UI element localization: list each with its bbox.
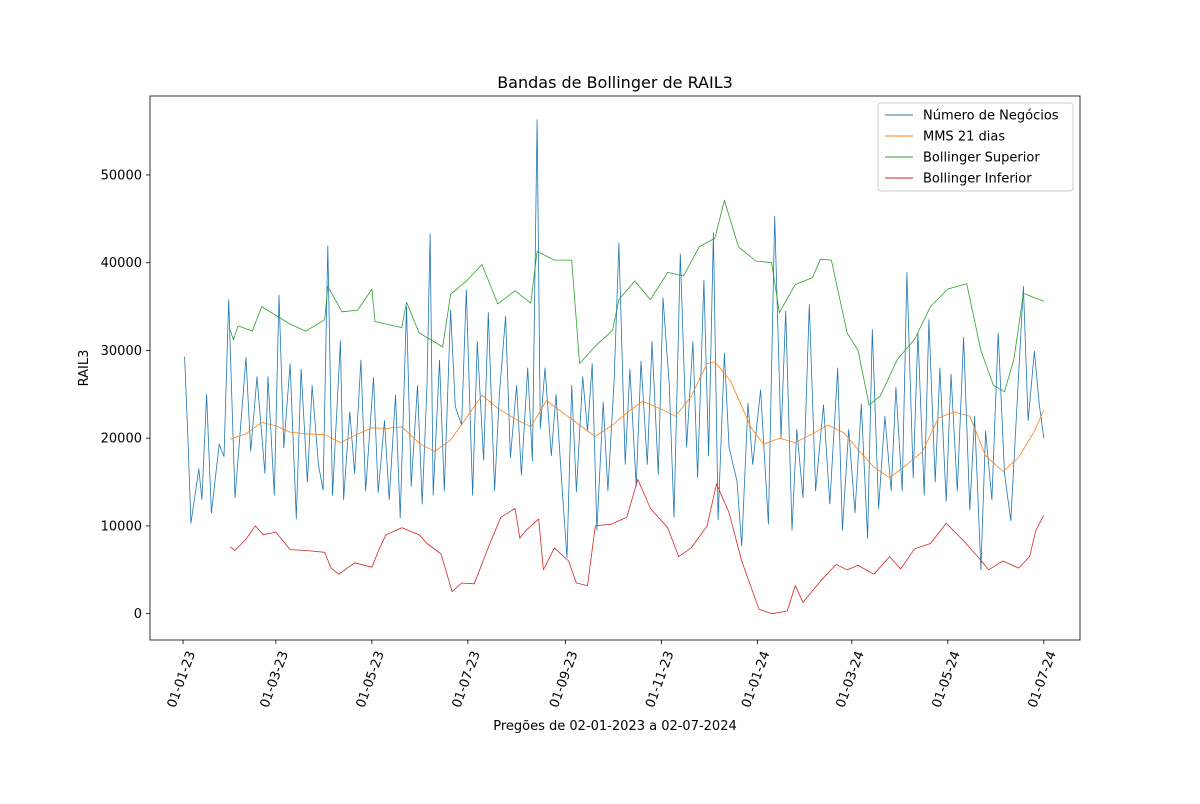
legend-box	[877, 102, 1074, 192]
series-line-1	[230, 361, 1045, 479]
plot-area	[184, 119, 1045, 615]
series-line-2	[229, 200, 1044, 406]
legend-label: MMS 21 dias	[923, 130, 1005, 145]
y-tick-label: 40000	[101, 256, 142, 271]
legend: Número de Negócios MMS 21 dias Bollinger S…	[877, 102, 1074, 192]
series-line-3	[230, 479, 1045, 615]
series-line-0	[184, 119, 1045, 571]
y-axis: 0 10000 20000 30000 40000 50000	[101, 168, 150, 622]
legend-label: Bollinger Inferior	[923, 172, 1032, 187]
chart-title: Bandas de Bollinger de RAIL3	[497, 73, 733, 92]
x-axis-label: Pregões de 02-01-2023 a 02-07-2024	[493, 719, 737, 734]
plot-frame	[149, 95, 1081, 641]
y-tick-label: 0	[134, 607, 142, 622]
y-tick-label: 50000	[101, 168, 142, 183]
y-tick-label: 10000	[101, 519, 142, 534]
y-tick-label: 30000	[101, 344, 142, 359]
y-axis-label: RAIL3	[77, 350, 92, 387]
legend-label: Número de Negócios	[923, 109, 1059, 124]
y-tick-label: 20000	[101, 432, 142, 447]
legend-label: Bollinger Superior	[923, 151, 1040, 166]
